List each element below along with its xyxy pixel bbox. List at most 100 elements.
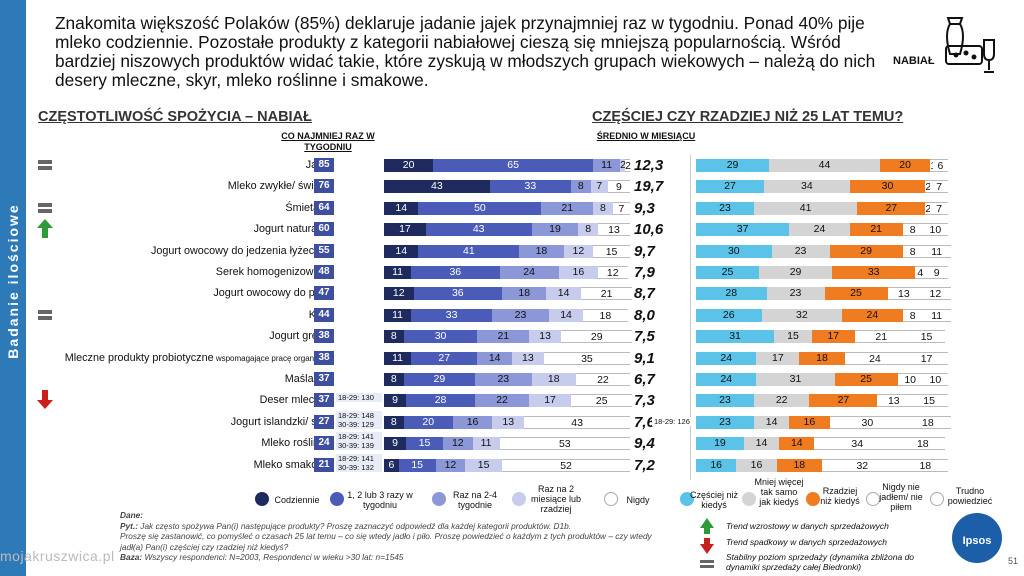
change-bar-segment: 17 (756, 351, 800, 365)
weekly-bar-segment: 29 (403, 373, 475, 386)
change-bar-segment: 17 (811, 330, 855, 344)
weekly-bar-segment: 11 (384, 351, 412, 365)
age-annotation-line: 18-29: 141 (338, 453, 374, 463)
change-bar-segment: 30 (849, 180, 926, 194)
weekly-bar-segment: 50 (418, 201, 542, 215)
weekly-bar-segment: 14 (384, 201, 419, 215)
monthly-average: 12,3 (634, 157, 664, 174)
change-bar-segment: 21 (849, 223, 903, 237)
right-chart-title: CZĘŚCIEJ CZY RZADZIEJ NIŻ 25 LAT TEMU? (592, 109, 904, 125)
legend-swatch-123 (330, 492, 344, 506)
legend-swatch-codziennie (255, 492, 269, 506)
change-bar-segment: 41 (753, 201, 858, 215)
ipsos-logo: Ipsos (952, 513, 1002, 563)
footer-dane-label: Dane: (120, 510, 144, 520)
weekly-bar-segment: 18 (519, 244, 564, 258)
change-bar-segment: 13 (887, 287, 921, 301)
change-bar-segment: 18 (799, 351, 845, 365)
weekly-bar-segment: 22 (575, 373, 630, 386)
weekly-bar-segment: 30 (403, 330, 478, 344)
footer-base: Wszyscy respondenci: N=2003, Respondenci… (144, 552, 404, 563)
change-bar-segment: 20 (879, 159, 931, 172)
change-bar-segment: 15 (910, 394, 948, 408)
weekly-bar-segment: 8 (384, 330, 404, 344)
change-bar-segment: 9 (925, 266, 948, 279)
change-bar-segment: 27 (696, 180, 765, 194)
change-bar-segment: 19 (696, 437, 744, 451)
change-bar-segment: 29 (829, 244, 903, 258)
trend-flat-legend-icon (700, 560, 714, 563)
row-label-text: Serek homogenizowany (215, 266, 331, 278)
weekly-bar-segment: 65 (433, 159, 594, 172)
trend-flat-legend: Stabilny poziom sprzedaży (dynamika zbli… (726, 552, 915, 572)
change-bar-segment: 32 (822, 458, 903, 472)
change-bar-segment: 4 (915, 266, 926, 279)
change-bar-segment: 34 (814, 437, 901, 451)
weekly-bar-segment: 25 (570, 394, 633, 408)
weekly-bar-segment: 17 (529, 394, 571, 408)
weekly-bar-segment: 14 (548, 308, 584, 322)
trend-flat-icon (38, 309, 52, 320)
dairy-icon (945, 17, 995, 73)
weekly-bar-segment: 52 (502, 458, 630, 472)
weekly-bar-segment: 11 (384, 308, 412, 322)
change-bar-segment: 24 (842, 308, 903, 322)
weekly-bar-segment: 15 (593, 244, 630, 258)
trend-up-legend: Trend wzrostowy w danych sprzedażowych (726, 521, 889, 531)
weekly-bar-segment: 8 (384, 415, 404, 429)
legend-label-czesciej: Częściej niż kiedyś (690, 490, 739, 510)
change-bar-segment: 24 (789, 223, 850, 237)
monthly-average: 8,0 (634, 306, 655, 324)
change-bar-segment: 8 (902, 308, 923, 322)
weekly-bar-segment: 13 (598, 223, 630, 237)
change-bar-segment: 23 (766, 287, 825, 301)
change-bar-segment: 37 (696, 223, 790, 237)
trend-up-legend-icon (700, 518, 714, 528)
legend-label-nigdy: Nigdy (626, 495, 650, 505)
age-annotation: 18-29: 130 (336, 393, 382, 403)
row-label: Jogurt naturalny (254, 223, 331, 235)
row-label: Jogurt islandzki/ skyr (231, 416, 331, 428)
weekly-pct-box: 85 (314, 158, 334, 172)
age-annotation-line: 30-39: 132 (338, 462, 374, 472)
change-bar-segment: 11 (922, 308, 951, 322)
change-bar-segment: 6 (932, 159, 948, 172)
weekly-bar-segment: 16 (558, 266, 599, 279)
left-chart-title: CZĘSTOTLIWOŚĆ SPOŻYCIA – NABIAŁ (38, 109, 312, 125)
age-annotation-line: 18-29: 130 (338, 393, 374, 403)
change-bar-segment: 32 (761, 308, 843, 322)
row-label: Mleczne produkty probiotyczne wspomagają… (65, 352, 331, 364)
weekly-pct-box: 60 (314, 222, 334, 237)
weekly-bar-segment: 27 (411, 351, 478, 365)
monthly-average: 7,5 (634, 328, 655, 346)
row-label-suffix: wspomagające pracę organizmu (213, 353, 331, 363)
weekly-pct-box: 48 (314, 265, 334, 279)
trend-down-legend: Trend spadkowy w danych sprzedażowych (726, 537, 887, 547)
weekly-bar-segment: 28 (406, 394, 475, 408)
weekly-bar-segment: 18 (583, 308, 628, 322)
weekly-bar-segment: 8 (384, 373, 404, 386)
monthly-average: 7,3 (634, 392, 655, 410)
change-bar-segment: 24 (696, 351, 757, 365)
change-bar-segment: 7 (930, 180, 948, 194)
weekly-bar-segment: 18 (502, 287, 547, 301)
weekly-bar-segment: 7 (612, 201, 630, 215)
legend-swatch-2-4 (432, 492, 446, 506)
weekly-bar-segment: 8 (570, 180, 591, 194)
change-bar-segment: 23 (696, 415, 754, 429)
weekly-pct-box: 55 (314, 243, 334, 258)
weekly-bar-segment: 36 (413, 287, 503, 301)
trend-down-icon (37, 390, 53, 410)
side-label: Badanie ilościowe (5, 203, 21, 359)
change-bar-segment: 18 (905, 415, 951, 429)
change-bar-segment: 12 (920, 287, 951, 301)
change-bar-segment: 30 (829, 415, 906, 429)
change-bar-segment: 16 (789, 415, 830, 429)
change-bar-segment: 10 (922, 373, 948, 386)
weekly-bar-segment: 14 (546, 287, 581, 301)
weekly-bar-segment: 2 (625, 159, 631, 172)
footer-question-1: Jak często spożywa Pan(i) następujące pr… (140, 520, 572, 531)
change-bar-segment: 17 (905, 351, 948, 365)
change-bar-segment: 27 (809, 394, 878, 408)
change-bar-segment: 31 (756, 373, 835, 386)
